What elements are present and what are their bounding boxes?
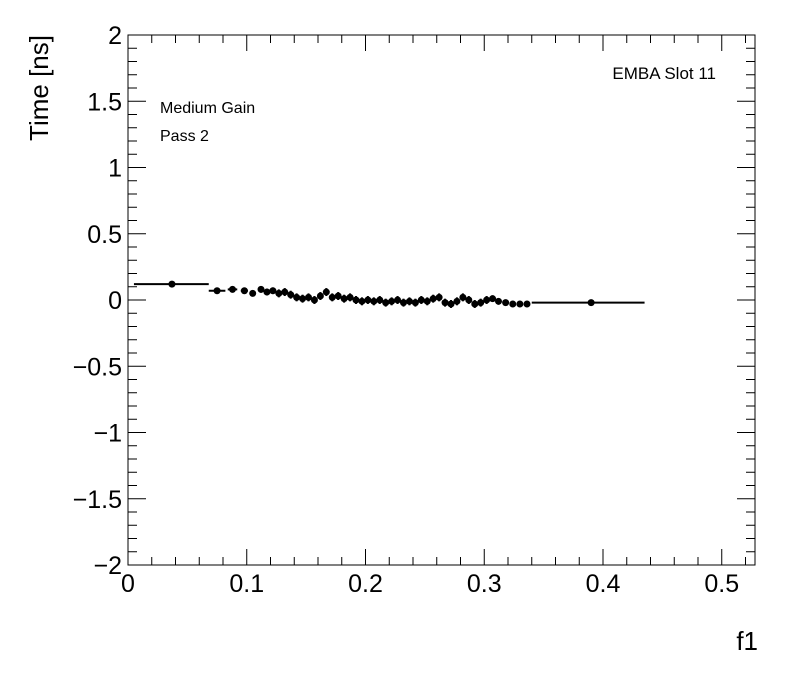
y-tick-label: −2 — [93, 552, 122, 580]
data-point — [459, 293, 467, 301]
x-tick-label: 0.1 — [229, 570, 264, 598]
data-point — [340, 295, 348, 303]
data-point — [509, 300, 517, 308]
data-point — [281, 288, 289, 296]
data-point — [502, 299, 510, 307]
data-point — [388, 297, 396, 305]
data-point — [441, 299, 449, 307]
y-tick-label: 1 — [108, 155, 122, 183]
y-tick-label: −1.5 — [73, 486, 122, 514]
y-tick-label: 0 — [108, 287, 122, 315]
y-tick-label: 1.5 — [87, 88, 122, 116]
data-point — [429, 295, 437, 303]
data-point — [269, 287, 277, 295]
data-point — [299, 295, 307, 303]
data-point — [471, 300, 479, 308]
annotation-gain: Medium Gain — [160, 100, 255, 117]
data-point — [400, 299, 407, 307]
x-tick-label: 0.3 — [467, 570, 502, 598]
data-point — [483, 296, 491, 304]
data-point — [240, 287, 248, 295]
x-tick-labels: 0 0.1 0.2 0.3 0.4 0.5 — [121, 570, 739, 598]
x-tick-label: 0 — [121, 570, 135, 598]
data-point — [405, 297, 413, 305]
data-point — [376, 296, 384, 304]
annotation-pass: Pass 2 — [160, 128, 209, 145]
data-point — [523, 300, 531, 308]
data-point — [477, 299, 485, 307]
annotation-slot: EMBA Slot 11 — [612, 64, 716, 83]
data-point — [352, 296, 360, 304]
data-point — [346, 293, 354, 301]
data-point — [453, 297, 461, 305]
data-point — [489, 295, 497, 303]
data-point — [417, 296, 425, 304]
x-tick-label: 0.2 — [348, 570, 383, 598]
data-point — [516, 300, 524, 308]
x-tick-label: 0.5 — [704, 570, 739, 598]
axis-ticks — [127, 34, 755, 566]
data-point — [287, 291, 295, 299]
y-tick-label: −1 — [93, 420, 122, 448]
data-point — [257, 285, 265, 293]
data-point — [249, 289, 257, 297]
y-tick-label: 0.5 — [87, 221, 122, 249]
data-point — [310, 296, 318, 304]
data-point — [465, 296, 473, 304]
data-point — [435, 293, 443, 301]
data-point — [587, 299, 595, 307]
x-tick-label: 0.4 — [586, 570, 621, 598]
data-series — [133, 280, 645, 308]
data-point — [382, 299, 390, 307]
y-tick-label: −0.5 — [73, 353, 122, 381]
data-point — [423, 297, 431, 305]
data-point — [370, 297, 378, 305]
data-point — [358, 297, 366, 305]
data-point — [495, 297, 502, 305]
data-point — [322, 288, 330, 296]
y-tick-labels: −2 −1.5 −1 −0.5 0 0.5 1 1.5 2 — [73, 22, 122, 580]
y-tick-label: 2 — [108, 22, 122, 50]
data-point — [229, 285, 236, 293]
data-point — [168, 280, 176, 288]
data-point — [364, 296, 372, 304]
data-point — [411, 299, 419, 307]
data-point — [316, 292, 324, 300]
data-point — [213, 287, 221, 295]
x-axis-label: f1 — [736, 626, 758, 656]
data-point — [293, 293, 301, 301]
data-point — [263, 288, 271, 296]
data-point — [305, 293, 312, 301]
data-point — [334, 292, 342, 300]
data-point — [275, 289, 283, 297]
data-point — [447, 300, 455, 308]
data-point — [394, 296, 402, 304]
y-axis-label: Time [ns] — [24, 35, 54, 141]
data-point — [328, 293, 336, 301]
